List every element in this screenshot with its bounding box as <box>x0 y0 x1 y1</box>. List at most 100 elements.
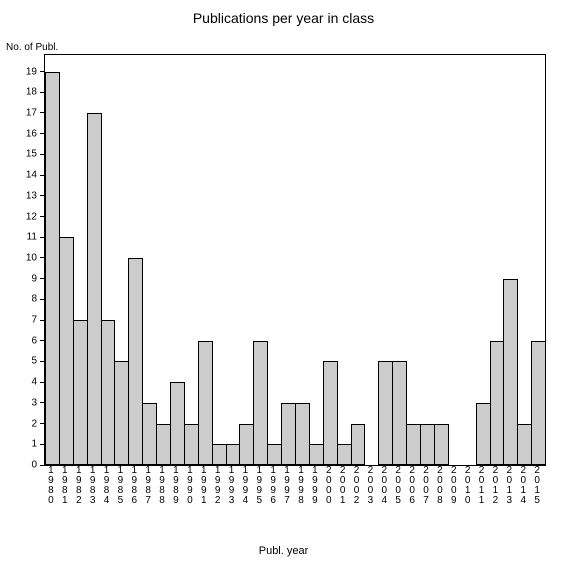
plot-area: 012345678910111213141516171819 <box>44 54 546 466</box>
x-tick-label: 1984 <box>100 466 114 506</box>
y-tick-label: 7 <box>31 315 37 326</box>
x-tick-label: 2013 <box>502 466 516 506</box>
y-tick-label: 17 <box>26 107 37 118</box>
chart-container: Publications per year in class No. of Pu… <box>0 0 567 567</box>
y-tick <box>40 154 45 155</box>
x-tick-label: 2001 <box>336 466 350 506</box>
x-tick-label: 1993 <box>225 466 239 506</box>
x-tick-label: 1998 <box>294 466 308 506</box>
y-tick <box>40 299 45 300</box>
x-tick-label: 2005 <box>391 466 405 506</box>
bar <box>128 258 143 465</box>
y-tick-label: 16 <box>26 128 37 139</box>
bar <box>392 361 407 465</box>
bar <box>434 424 449 465</box>
bar <box>476 403 491 465</box>
x-tick-label: 1980 <box>44 466 58 506</box>
bar <box>378 361 393 465</box>
y-tick <box>40 133 45 134</box>
y-tick-label: 6 <box>31 335 37 346</box>
x-tick-label: 1995 <box>252 466 266 506</box>
x-tick-label: 1990 <box>183 466 197 506</box>
x-tick-label: 1991 <box>197 466 211 506</box>
y-tick-label: 3 <box>31 397 37 408</box>
y-tick-label: 12 <box>26 211 37 222</box>
x-tick-label: 2002 <box>350 466 364 506</box>
x-tick-label: 2004 <box>377 466 391 506</box>
x-tick-label: 2003 <box>363 466 377 506</box>
y-tick-label: 18 <box>26 87 37 98</box>
bar <box>406 424 421 465</box>
y-tick <box>40 402 45 403</box>
x-tick-label: 1988 <box>155 466 169 506</box>
y-tick <box>40 257 45 258</box>
x-tick-label: 2009 <box>447 466 461 506</box>
x-tick-label: 2007 <box>419 466 433 506</box>
y-tick-label: 4 <box>31 377 37 388</box>
x-tick-label: 2014 <box>516 466 530 506</box>
bar <box>226 444 241 465</box>
y-tick-label: 0 <box>31 460 37 471</box>
bar <box>239 424 254 465</box>
bar <box>101 320 116 465</box>
y-tick <box>40 216 45 217</box>
y-tick-label: 19 <box>26 66 37 77</box>
x-tick-label: 2010 <box>461 466 475 506</box>
x-tick-label: 1994 <box>238 466 252 506</box>
bar <box>170 382 185 465</box>
bar <box>420 424 435 465</box>
bar <box>59 237 74 465</box>
bar <box>198 341 213 465</box>
x-tick-labels: 1980198119821983198419851986198719881989… <box>44 466 544 506</box>
x-tick-label: 1982 <box>72 466 86 506</box>
x-tick-label: 1992 <box>211 466 225 506</box>
bar <box>351 424 366 465</box>
y-tick-label: 9 <box>31 273 37 284</box>
x-tick-label: 2015 <box>530 466 544 506</box>
y-tick-label: 1 <box>31 439 37 450</box>
y-tick-label: 10 <box>26 252 37 263</box>
bar <box>281 403 296 465</box>
bar <box>87 113 102 465</box>
y-tick-label: 5 <box>31 356 37 367</box>
y-tick <box>40 237 45 238</box>
bar <box>517 424 532 465</box>
x-tick-label: 2012 <box>489 466 503 506</box>
bar <box>156 424 171 465</box>
bar <box>212 444 227 465</box>
y-axis-label: No. of Publ. <box>6 42 58 53</box>
bar <box>114 361 129 465</box>
x-tick-label: 1997 <box>280 466 294 506</box>
y-tick <box>40 423 45 424</box>
bar <box>45 72 60 465</box>
x-tick-label: 1996 <box>266 466 280 506</box>
y-tick-label: 15 <box>26 149 37 160</box>
x-tick-label: 2006 <box>405 466 419 506</box>
bar <box>73 320 88 465</box>
x-tick-label: 2008 <box>433 466 447 506</box>
x-tick-label: 1983 <box>86 466 100 506</box>
x-tick-label: 1981 <box>58 466 72 506</box>
x-tick-label: 1999 <box>308 466 322 506</box>
bars-area <box>45 55 545 465</box>
y-tick-label: 8 <box>31 294 37 305</box>
x-axis-label: Publ. year <box>0 545 567 557</box>
y-tick <box>40 92 45 93</box>
y-tick <box>40 71 45 72</box>
y-tick-label: 14 <box>26 170 37 181</box>
y-tick <box>40 382 45 383</box>
y-tick <box>40 361 45 362</box>
bar <box>295 403 310 465</box>
bar <box>267 444 282 465</box>
bar <box>309 444 324 465</box>
bar <box>323 361 338 465</box>
bar <box>531 341 546 465</box>
bar <box>253 341 268 465</box>
bar <box>142 403 157 465</box>
x-tick-label: 2000 <box>322 466 336 506</box>
x-tick-label: 1987 <box>141 466 155 506</box>
bar <box>337 444 352 465</box>
y-tick-label: 2 <box>31 418 37 429</box>
y-tick <box>40 320 45 321</box>
y-tick <box>40 278 45 279</box>
